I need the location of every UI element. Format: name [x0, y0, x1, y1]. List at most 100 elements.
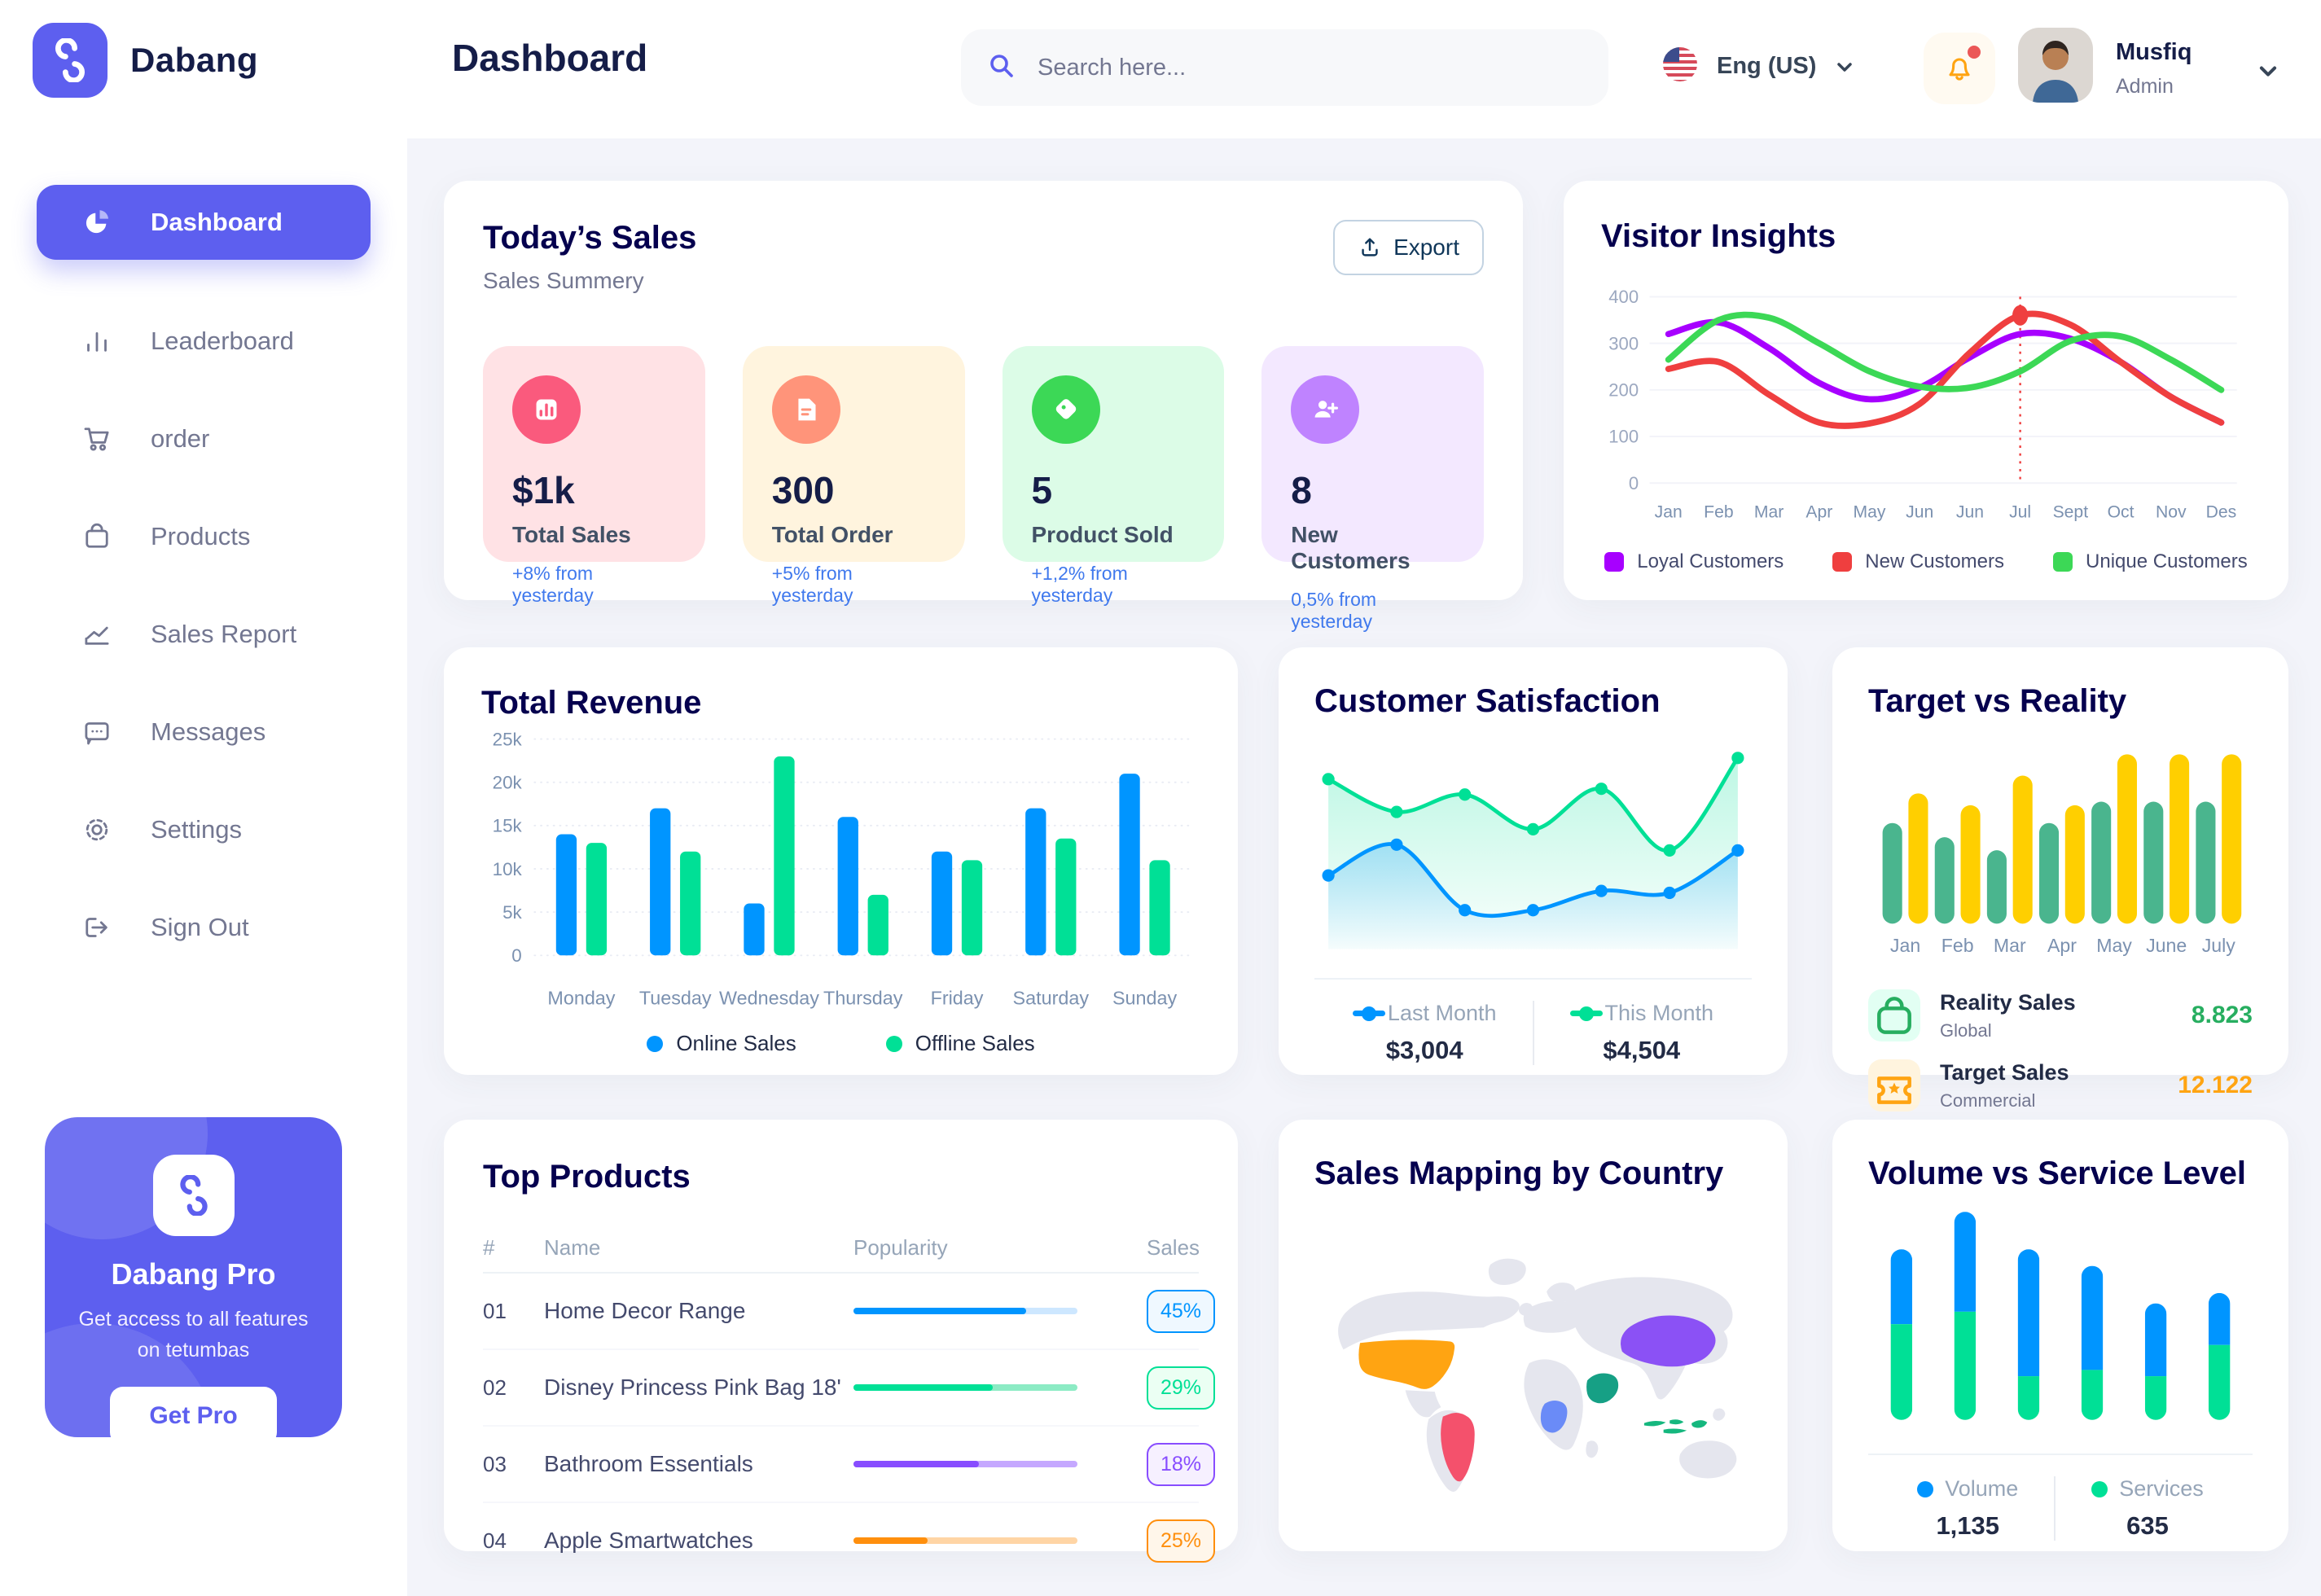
notification-badge: [1968, 46, 1981, 59]
volume-service-chart: [1890, 1212, 2231, 1420]
sidebar-item-sales-report[interactable]: Sales Report: [37, 597, 371, 672]
search-icon: [985, 50, 1018, 86]
svg-text:Monday: Monday: [547, 988, 615, 1009]
pro-logo-icon: [152, 1155, 235, 1236]
pro-description: Get access to all features on tetumbas: [78, 1308, 309, 1361]
user-avatar[interactable]: [2018, 28, 2093, 103]
sidebar-item-label: Settings: [151, 815, 243, 844]
stat-value: 300: [771, 469, 835, 511]
sidebar-item-settings[interactable]: Settings: [37, 792, 371, 867]
volume-service-title: Volume vs Service Level: [1868, 1155, 2246, 1191]
svg-text:Thursday: Thursday: [823, 988, 903, 1009]
profile-chevron-icon[interactable]: [2256, 59, 2280, 83]
message-icon: [79, 714, 115, 750]
ticket-icon: [1868, 1059, 1920, 1112]
svg-text:Mar: Mar: [1994, 935, 2026, 956]
sidebar-item-dashboard[interactable]: Dashboard: [37, 185, 371, 260]
total-revenue-title: Total Revenue: [481, 685, 702, 721]
map-country-congo: [1540, 1401, 1568, 1433]
sidebar-item-leaderboard[interactable]: Leaderboard: [37, 304, 371, 379]
legend-reality-sales: Reality Sales Global 8.823: [1868, 989, 2253, 1041]
cart-icon: [79, 421, 115, 457]
top-products-title: Top Products: [483, 1159, 691, 1195]
svg-text:0: 0: [511, 945, 521, 966]
map-country-china: [1621, 1315, 1716, 1367]
svg-text:15k: 15k: [493, 816, 523, 836]
customer-satisfaction-panel: Customer Satisfaction Last Month $3,004 …: [1279, 647, 1788, 1075]
svg-text:10k: 10k: [493, 859, 523, 879]
legend-offline-sales: Offline Sales: [885, 1031, 1035, 1056]
services-total: 635: [2126, 1511, 2169, 1540]
search-bar[interactable]: [961, 29, 1608, 106]
sidebar-item-label: order: [151, 424, 210, 453]
sales-mapping-panel: Sales Mapping by Country: [1279, 1120, 1788, 1551]
language-label: Eng (US): [1717, 53, 1817, 79]
shopping-bag-icon: [79, 519, 115, 555]
visitor-insights-title: Visitor Insights: [1601, 218, 1836, 254]
customer-satisfaction-chart: [1322, 752, 1744, 949]
today-sales-title: Today’s Sales: [483, 220, 697, 256]
svg-text:5k: 5k: [502, 902, 522, 923]
sales-mapping-title: Sales Mapping by Country: [1314, 1155, 1724, 1191]
sales-badge: 25%: [1147, 1519, 1215, 1563]
export-button[interactable]: Export: [1333, 220, 1484, 275]
svg-text:June: June: [2146, 935, 2187, 956]
upload-icon: [1362, 238, 1378, 256]
svg-text:Sunday: Sunday: [1112, 988, 1178, 1009]
svg-text:Saturday: Saturday: [1013, 988, 1090, 1009]
sidebar: Dabang Dashboard Leaderboard: [0, 0, 407, 1596]
volume-total: 1,135: [1936, 1511, 2000, 1540]
stat-card-new-customers: 8 New Customers 0,5% from yesterday: [1261, 346, 1484, 632]
pie-chart-icon: [79, 204, 115, 240]
svg-text:25k: 25k: [493, 729, 523, 749]
svg-text:100: 100: [1608, 427, 1639, 447]
world-map: [1338, 1258, 1737, 1492]
stat-label: Total Sales: [512, 522, 631, 547]
sidebar-item-label: Sales Report: [151, 620, 297, 648]
sidebar-item-label: Messages: [151, 717, 266, 746]
search-input[interactable]: [1036, 53, 1544, 82]
bag-icon: [1868, 989, 1920, 1041]
stat-card-total-order: 300 Total Order +5% from yesterday: [742, 346, 965, 606]
sidebar-item-sign-out[interactable]: Sign Out: [37, 890, 371, 965]
sidebar-nav: Dashboard Leaderboard order: [0, 185, 407, 988]
legend-last-month: Last Month $3,004: [1317, 1001, 1533, 1065]
legend-target-sales: Target Sales Commercial 12.122: [1868, 1059, 2253, 1112]
stat-value: $1k: [512, 469, 575, 511]
table-row: 03 Bathroom Essentials 18%: [483, 1427, 1215, 1503]
map-country-saudi-arabia: [1586, 1373, 1619, 1404]
today-sales-panel: Today’s Sales Sales Summery Export: [444, 181, 1523, 632]
bell-icon: [1949, 58, 1970, 81]
get-pro-button[interactable]: Get Pro: [110, 1387, 277, 1437]
sales-chart-icon: [512, 375, 581, 444]
sidebar-item-label: Products: [151, 522, 251, 550]
svg-text:Feb: Feb: [1941, 935, 1974, 956]
notifications-button[interactable]: [1924, 33, 1995, 104]
map-country-brazil: [1441, 1413, 1475, 1482]
sign-out-icon: [79, 910, 115, 945]
chevron-down-icon: [1837, 62, 1853, 72]
target-vs-reality-chart: Jan Feb Mar Apr May June July: [1882, 754, 2242, 956]
order-file-icon: [771, 375, 840, 444]
sidebar-item-order[interactable]: order: [37, 401, 371, 476]
table-row: 04 Apple Smartwatches 25%: [483, 1503, 1215, 1578]
svg-text:May: May: [2096, 935, 2132, 956]
visitor-insights-panel: Visitor Insights 0 100 200 300 400 Jan Feb Mar A…: [1564, 181, 2288, 600]
svg-text:Apr: Apr: [1805, 503, 1832, 522]
sidebar-item-products[interactable]: Products: [37, 499, 371, 574]
legend-this-month: This Month $4,504: [1534, 1001, 1750, 1065]
svg-text:Des: Des: [2206, 503, 2237, 522]
tag-icon: [1031, 375, 1100, 444]
language-selector[interactable]: Eng (US): [1661, 46, 1855, 87]
map-country-indonesia: [1643, 1419, 1708, 1434]
svg-text:Jun: Jun: [1956, 503, 1984, 522]
table-row: 02 Disney Princess Pink Bag 18' 29%: [483, 1350, 1215, 1427]
svg-text:Feb: Feb: [1704, 503, 1733, 522]
svg-text:Wednesday: Wednesday: [719, 988, 819, 1009]
stat-delta: +8% from yesterday: [512, 563, 594, 606]
table-row: 01 Home Decor Range 45%: [483, 1274, 1215, 1350]
svg-text:Oct: Oct: [2108, 503, 2135, 522]
svg-text:Tuesday: Tuesday: [639, 988, 712, 1009]
sidebar-item-messages[interactable]: Messages: [37, 695, 371, 770]
legend-new-customers: New Customers: [1832, 550, 2004, 573]
